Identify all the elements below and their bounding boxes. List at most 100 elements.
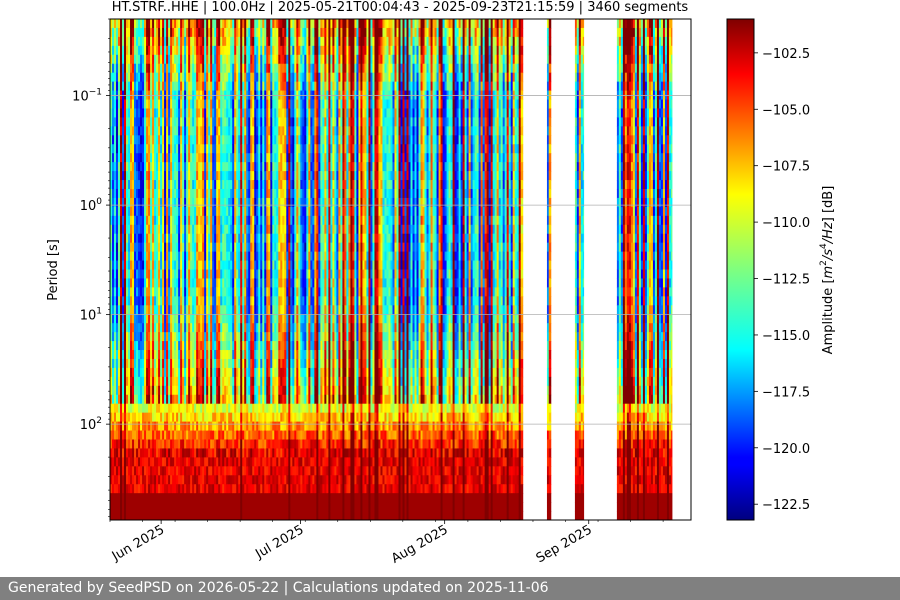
heatmap-cell <box>204 457 207 467</box>
heatmap-cell <box>222 54 225 65</box>
heatmap-cell <box>196 108 199 118</box>
heatmap-cell <box>204 144 207 154</box>
heatmap-cell <box>248 54 251 65</box>
heatmap-cell <box>112 45 115 56</box>
heatmap-cell <box>168 421 171 432</box>
heatmap-cell <box>116 197 119 208</box>
heatmap-cell <box>186 215 189 226</box>
heatmap-cell <box>256 206 259 217</box>
heatmap-cell <box>132 135 135 145</box>
heatmap-cell <box>246 144 249 154</box>
heatmap-cell <box>142 63 145 74</box>
heatmap-cell <box>168 233 171 244</box>
heatmap-cell <box>186 376 189 387</box>
heatmap-cell <box>288 81 291 92</box>
heatmap-cell <box>268 162 271 172</box>
heatmap-cell <box>170 99 173 109</box>
heatmap-cell <box>232 403 235 414</box>
heatmap-cell <box>270 27 273 38</box>
heatmap-cell <box>242 287 245 297</box>
heatmap-cell <box>122 421 125 432</box>
heatmap-cell <box>232 72 235 83</box>
heatmap-cell <box>176 72 179 83</box>
heatmap-cell <box>152 171 155 181</box>
heatmap-cell <box>248 45 251 56</box>
heatmap-cell <box>218 54 221 65</box>
heatmap-cell <box>148 99 151 109</box>
heatmap-cell <box>280 269 283 279</box>
heatmap-cell <box>190 197 193 208</box>
heatmap-cell <box>272 108 275 118</box>
heatmap-cell <box>116 45 119 56</box>
heatmap-cell <box>234 144 237 154</box>
heatmap-cell <box>138 197 141 208</box>
heatmap-cell <box>232 171 235 181</box>
heatmap-cell <box>218 36 221 47</box>
heatmap-cell <box>192 403 195 414</box>
heatmap-cell <box>112 394 115 405</box>
heatmap-cell <box>204 171 207 181</box>
heatmap-cell <box>160 215 163 226</box>
heatmap-cell <box>178 403 181 414</box>
heatmap-cell <box>268 296 271 306</box>
heatmap-cell <box>154 448 157 458</box>
heatmap-cell <box>118 215 121 226</box>
heatmap-cell <box>194 81 197 92</box>
heatmap-cell <box>164 341 167 351</box>
heatmap-cell <box>160 54 163 65</box>
heatmap-cell <box>116 367 119 378</box>
heatmap-cell <box>242 188 245 199</box>
heatmap-cell <box>172 99 175 109</box>
heatmap-cell <box>194 332 197 342</box>
heatmap-cell <box>240 215 243 226</box>
heatmap-cell <box>142 27 145 38</box>
heatmap-cell <box>228 108 231 118</box>
heatmap-cell <box>176 358 179 369</box>
heatmap-cell <box>286 206 289 217</box>
heatmap-cell <box>232 260 235 270</box>
heatmap-cell <box>232 493 235 503</box>
heatmap-cell <box>242 135 245 145</box>
heatmap-cell <box>176 260 179 270</box>
heatmap-cell <box>134 153 137 163</box>
heatmap-cell <box>204 403 207 414</box>
heatmap-cell <box>114 502 117 512</box>
heatmap-cell <box>212 188 215 199</box>
heatmap-cell <box>142 502 145 512</box>
heatmap-cell <box>114 269 117 279</box>
heatmap-cell <box>228 466 231 476</box>
heatmap-cell <box>244 108 247 118</box>
heatmap-cell <box>224 54 227 65</box>
heatmap-cell <box>274 144 277 154</box>
heatmap-cell <box>208 403 211 414</box>
heatmap-cell <box>250 475 253 485</box>
heatmap-cell <box>114 99 117 109</box>
heatmap-cell <box>216 376 219 387</box>
heatmap-cell <box>156 314 159 324</box>
heatmap-cell <box>122 448 125 458</box>
heatmap-cell <box>130 502 133 512</box>
heatmap-cell <box>200 144 203 154</box>
heatmap-cell <box>216 278 219 288</box>
heatmap-cell <box>260 27 263 38</box>
heatmap-cell <box>252 19 255 29</box>
heatmap-cell <box>202 493 205 503</box>
heatmap-cell <box>284 251 287 262</box>
heatmap-cell <box>122 493 125 503</box>
heatmap-cell <box>172 81 175 92</box>
heatmap-cell <box>282 135 285 145</box>
heatmap-cell <box>176 448 179 458</box>
heatmap-cell <box>242 233 245 244</box>
heatmap-cell <box>178 341 181 351</box>
heatmap-cell <box>206 439 209 449</box>
heatmap-cell <box>238 457 241 467</box>
heatmap-cell <box>262 305 265 315</box>
heatmap-cell <box>264 144 267 154</box>
heatmap-cell <box>126 278 129 288</box>
heatmap-cell <box>132 394 135 405</box>
heatmap-cell <box>206 332 209 342</box>
heatmap-cell <box>172 269 175 279</box>
heatmap-cell <box>138 54 141 65</box>
heatmap-cell <box>230 206 233 217</box>
